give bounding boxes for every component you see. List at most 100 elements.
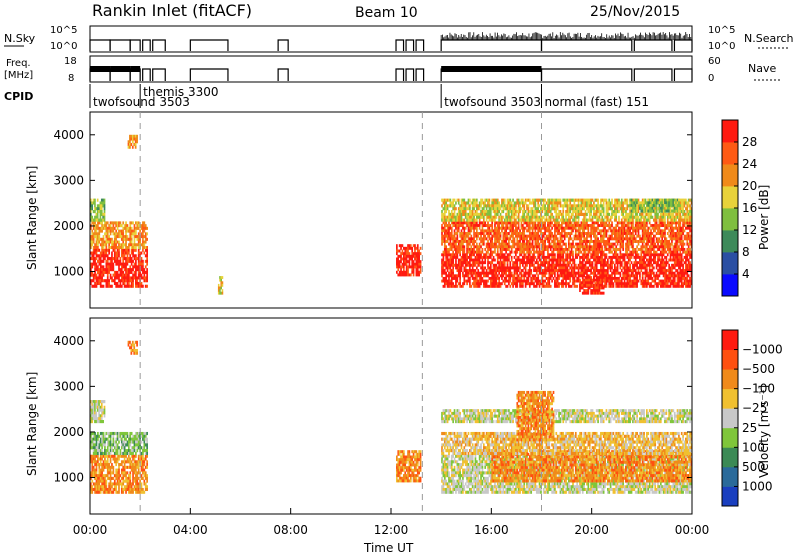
heatmap-cell — [626, 250, 629, 254]
heatmap-cell — [464, 266, 467, 270]
heatmap-cell — [516, 274, 519, 278]
heatmap-cell — [469, 212, 471, 216]
heatmap-cell — [449, 261, 452, 265]
heatmap-cell — [488, 261, 491, 265]
heatmap-cell — [519, 250, 521, 254]
heatmap-cell — [452, 215, 455, 219]
heatmap-cell — [679, 250, 682, 254]
heatmap-cell — [473, 212, 475, 216]
heatmap-cell — [519, 261, 521, 265]
heatmap-cell — [517, 234, 520, 238]
heatmap-cell — [580, 274, 583, 278]
cpid-mode-label: twofsound 3503 — [444, 95, 541, 109]
heatmap-cell — [579, 271, 581, 275]
heatmap-cell — [467, 226, 470, 230]
heatmap-cell — [139, 273, 141, 277]
heatmap-cell — [452, 224, 455, 228]
heatmap-cell — [99, 215, 102, 219]
heatmap-cell — [623, 237, 626, 241]
heatmap-cell — [143, 279, 146, 283]
heatmap-cell — [581, 271, 584, 275]
heatmap-cell — [520, 282, 523, 286]
heatmap-cell — [95, 240, 98, 244]
heatmap-cell — [680, 274, 683, 278]
heatmap-cell — [456, 221, 459, 225]
heatmap-cell — [459, 247, 461, 251]
heatmap-cell — [129, 226, 132, 230]
heatmap-cell — [601, 266, 604, 270]
heatmap-cell — [97, 246, 99, 250]
heatmap-cell — [119, 224, 122, 228]
heatmap-cell — [402, 260, 405, 264]
heatmap-cell — [664, 240, 666, 243]
heatmap-cell — [542, 245, 545, 249]
heatmap-cell — [91, 273, 94, 277]
heatmap-cell — [601, 237, 604, 241]
heatmap-cell — [401, 244, 404, 248]
heatmap-cell — [489, 247, 492, 251]
heatmap-cell — [562, 240, 565, 243]
heatmap-cell — [686, 274, 689, 278]
heatmap-cell — [505, 234, 507, 238]
heatmap-cell — [626, 255, 629, 259]
heatmap-cell — [104, 221, 106, 225]
heatmap-cell — [513, 276, 516, 280]
heatmap-cell — [666, 226, 669, 230]
heatmap-cell — [101, 224, 103, 228]
heatmap-cell — [448, 224, 450, 228]
heatmap-cell — [484, 204, 487, 208]
heatmap-cell — [102, 240, 105, 244]
heatmap-cell — [533, 282, 535, 286]
heatmap-cell — [119, 221, 122, 225]
heatmap-cell — [658, 258, 661, 262]
heatmap-cell — [565, 245, 567, 249]
heatmap-cell — [91, 270, 94, 274]
heatmap-cell — [106, 281, 109, 286]
heatmap-cell — [95, 207, 98, 211]
heatmap-cell — [633, 263, 636, 267]
heatmap-cell — [659, 245, 662, 249]
heatmap-cell — [643, 266, 645, 270]
heatmap-cell — [661, 261, 664, 265]
heatmap-cell — [467, 274, 470, 278]
heatmap-cell — [460, 234, 463, 238]
heatmap-cell — [690, 234, 693, 238]
heatmap-cell — [509, 224, 512, 228]
heatmap-cell — [452, 204, 455, 208]
heatmap-cell — [644, 271, 647, 275]
heatmap-cell — [619, 245, 622, 249]
heatmap-cell — [598, 250, 601, 254]
heatmap-cell — [111, 284, 113, 288]
heatmap-cell — [544, 274, 546, 278]
heatmap-cell — [587, 269, 590, 273]
heatmap-cell — [594, 232, 597, 235]
heatmap-cell — [441, 274, 443, 278]
heatmap-cell — [683, 282, 686, 286]
heatmap-cell — [623, 282, 626, 286]
heatmap-cell — [512, 224, 514, 228]
heatmap-cell — [474, 224, 477, 228]
heatmap-cell — [687, 232, 690, 235]
heatmap-cell — [682, 263, 684, 267]
heatmap-cell — [573, 279, 576, 283]
heatmap-cell — [548, 274, 551, 278]
heatmap-cell — [661, 255, 664, 259]
heatmap-cell — [101, 259, 103, 263]
heatmap-cell — [524, 282, 527, 286]
heatmap-cell — [455, 245, 457, 249]
heatmap-cell — [556, 245, 559, 249]
heatmap-cell — [484, 271, 487, 275]
heatmap-cell — [512, 263, 514, 267]
heatmap-cell — [658, 237, 661, 241]
heatmap-cell — [682, 229, 684, 233]
heatmap-cell — [94, 251, 96, 255]
heatmap-cell — [668, 274, 671, 278]
heatmap-cell — [595, 242, 598, 246]
heatmap-cell — [520, 232, 523, 235]
heatmap-cell — [687, 221, 690, 225]
heatmap-cell — [91, 207, 94, 211]
heatmap-cell — [558, 229, 560, 233]
heatmap-cell — [570, 271, 573, 275]
heatmap-cell — [579, 247, 581, 251]
heatmap-cell — [443, 207, 446, 211]
